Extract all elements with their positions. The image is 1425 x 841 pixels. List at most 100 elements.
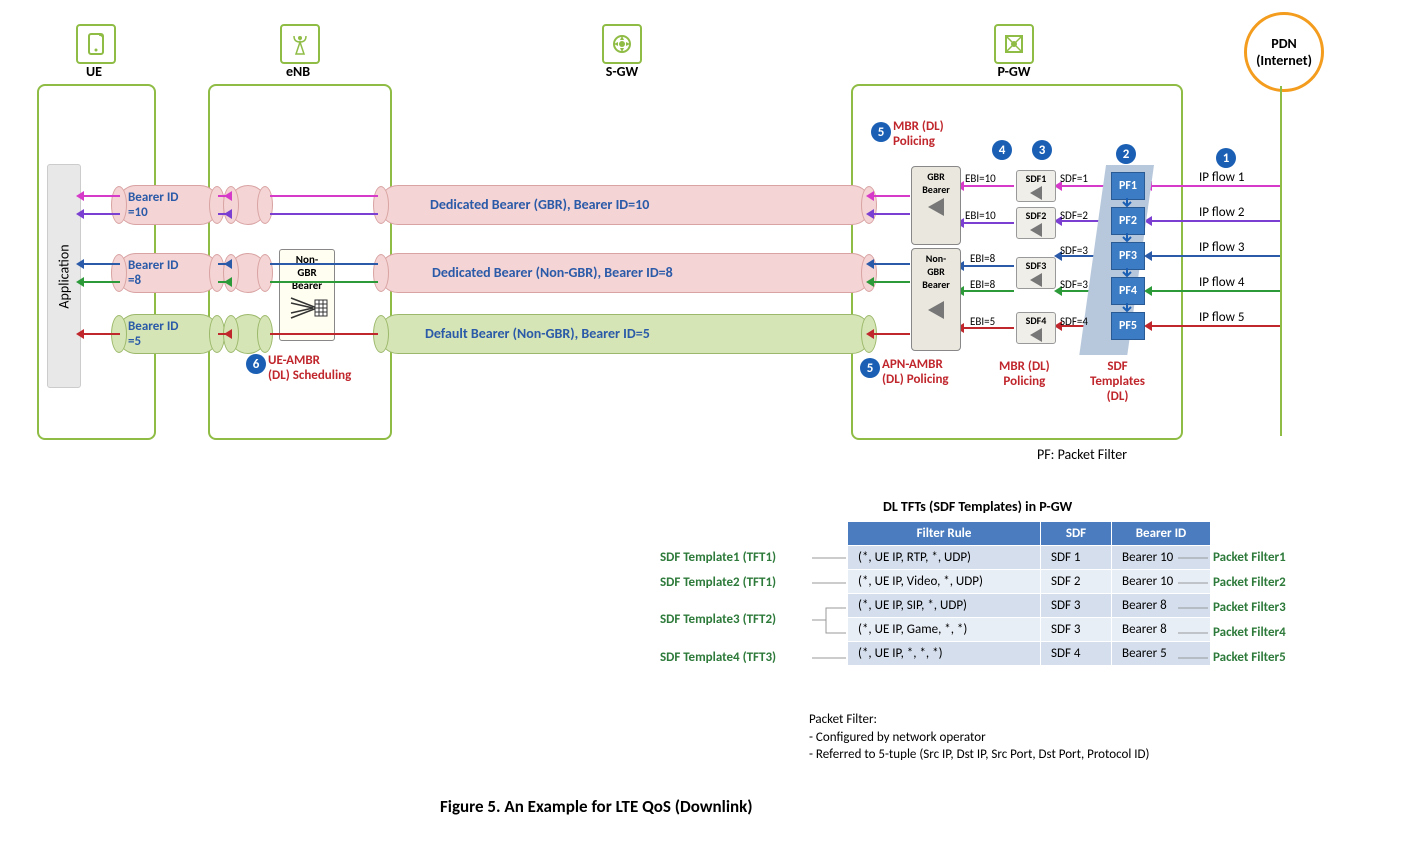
pf-arrows — [1119, 172, 1137, 342]
pdn-label-2: (Internet) — [1256, 52, 1312, 69]
step-1: 1 — [1216, 148, 1236, 168]
flow-arrow-right-5 — [1144, 321, 1152, 331]
flow-long-3-c-arrow — [224, 259, 232, 269]
mbr-dl-btm: MBR (DL) Policing — [999, 360, 1050, 390]
flow-long-4-c-arrow — [224, 277, 232, 287]
flow-long-1-a-arrow — [866, 191, 874, 201]
pipe-b5-label: Default Bearer (Non-GBR), Bearer ID=5 — [425, 325, 650, 342]
table-right-connectors — [1178, 548, 1210, 678]
pktfilter-2: Packet Filter2 — [1213, 575, 1286, 590]
step-3: 3 — [1032, 140, 1052, 160]
sdf1: SDF1 — [1016, 170, 1056, 202]
th-bearer: Bearer ID — [1112, 522, 1211, 546]
nongbr-bearer-label: Non- GBR Bearer — [912, 252, 960, 291]
flow-long-2-d-arrow — [76, 209, 84, 219]
sgw-label: S-GW — [594, 63, 650, 80]
table-header-row: Filter RuleSDFBearer ID — [848, 522, 1211, 546]
sdftmpl-2: SDF Template2 (TFT1) — [660, 575, 776, 590]
pf-legend: PF: Packet Filter — [1037, 446, 1127, 463]
pdn-label-1: PDN — [1271, 35, 1297, 52]
apn-ambr: APN-AMBR (DL) Policing — [882, 358, 949, 388]
flow-long-5-b — [270, 333, 378, 335]
pdn-circle: PDN (Internet) — [1244, 12, 1324, 92]
pipe-b8-label: Dedicated Bearer (Non-GBR), Bearer ID=8 — [432, 264, 673, 281]
flow-seg-bearer-2 — [962, 222, 1014, 224]
flow-long-5-a — [872, 333, 910, 335]
flow-long-5-c-arrow — [224, 329, 232, 339]
nongbr-bearer-box: Non- GBR Bearer — [911, 248, 961, 351]
step-5b: 5 — [860, 358, 880, 378]
ebi-5: EBI=5 — [970, 315, 995, 328]
sdf1-label: SDF1 — [1026, 172, 1047, 185]
flow-seg-bearer-1 — [962, 185, 1014, 187]
th-rule: Filter Rule — [848, 522, 1041, 546]
sdfeq-2: SDF=2 — [1060, 209, 1088, 222]
flow-long-4-a-arrow — [866, 277, 874, 287]
sgw-icon — [602, 24, 642, 64]
table-row: (*, UE IP, SIP, *, UDP)SDF 3Bearer 8 — [848, 594, 1211, 618]
sdfeq-4: SDF=3 — [1060, 278, 1088, 291]
ipflow-2: IP flow 2 — [1199, 205, 1244, 220]
ebi-2: EBI=10 — [965, 209, 996, 222]
flow-long-4-a — [872, 281, 910, 283]
flow-seg-right-5 — [1150, 325, 1280, 327]
flow-long-4-b — [270, 281, 378, 283]
pktfilter-5: Packet Filter5 — [1213, 650, 1286, 665]
figure-caption: Figure 5. An Example for LTE QoS (Downli… — [440, 796, 753, 817]
pktfilter-4: Packet Filter4 — [1213, 625, 1286, 640]
pdn-line — [1280, 86, 1282, 436]
step-5a: 5 — [871, 122, 891, 142]
flow-long-4-d-arrow — [76, 277, 84, 287]
flow-seg-right-4 — [1150, 290, 1280, 292]
flow-long-3-d — [82, 263, 120, 265]
sdf4: SDF4 — [1016, 312, 1056, 344]
enb-nongbr-label: Non- GBR Bearer — [282, 253, 332, 292]
notes-l2: - Referred to 5-tuple (Src IP, Dst IP, S… — [809, 746, 1150, 764]
mbr-dl-top: MBR (DL) Policing — [893, 120, 944, 150]
table-row: (*, UE IP, Video, *, UDP)SDF 2Bearer 10 — [848, 570, 1211, 594]
packet-filter-notes: Packet Filter: - Configured by network o… — [809, 711, 1150, 764]
flow-long-1-b — [270, 195, 378, 197]
table-row: (*, UE IP, RTP, *, UDP)SDF 1Bearer 10 — [848, 546, 1211, 570]
flow-seg-right-1 — [1150, 185, 1280, 187]
flow-seg-sdfpf-1 — [1060, 185, 1108, 187]
flow-long-2-a — [872, 213, 910, 215]
flow-long-1-a — [872, 195, 910, 197]
sdf4-label: SDF4 — [1026, 314, 1047, 327]
flow-long-5-d-arrow — [76, 329, 84, 339]
enb-icon — [280, 24, 320, 64]
table-row: (*, UE IP, *, *, *)SDF 4Bearer 5 — [848, 642, 1211, 666]
sdf3-label: SDF3 — [1026, 259, 1047, 272]
step-2: 2 — [1116, 144, 1136, 164]
gbr-bearer-label: GBR Bearer — [912, 170, 960, 196]
pgw-label: P-GW — [986, 63, 1042, 80]
cyl-enb-b10 — [229, 185, 267, 225]
sdftmpl-1: SDF Template1 (TFT1) — [660, 550, 776, 565]
sdf-templates-label: SDF Templates (DL) — [1090, 360, 1145, 405]
flow-long-1-c-arrow — [224, 191, 232, 201]
flow-long-3-a — [872, 263, 910, 265]
flow-long-1-d-arrow — [76, 191, 84, 201]
sdf3: SDF3 — [1016, 257, 1056, 289]
cyl-ue-b10-label: Bearer ID =10 — [128, 190, 179, 220]
sdf2-label: SDF2 — [1026, 209, 1047, 222]
th-sdf: SDF — [1041, 522, 1112, 546]
flow-long-5-a-arrow — [866, 329, 874, 339]
flow-seg-bearer-3 — [962, 265, 1014, 267]
flow-long-5-d — [82, 333, 120, 335]
flow-long-3-a-arrow — [866, 259, 874, 269]
ue-icon — [76, 24, 116, 64]
sdf2: SDF2 — [1016, 207, 1056, 239]
pipe-b10-label: Dedicated Bearer (GBR), Bearer ID=10 — [430, 196, 649, 213]
notes-title: Packet Filter: — [809, 711, 1150, 729]
enb-label: eNB — [274, 63, 322, 80]
ipflow-1: IP flow 1 — [1199, 170, 1244, 185]
ue-ambr-label: UE-AMBR (DL) Scheduling — [268, 354, 351, 384]
step-6: 6 — [246, 354, 266, 374]
flow-long-2-d — [82, 213, 120, 215]
ipflow-4: IP flow 4 — [1199, 275, 1244, 290]
flow-arrow-right-4 — [1144, 286, 1152, 296]
flow-seg-right-2 — [1150, 220, 1280, 222]
table-left-connectors — [812, 548, 850, 678]
tft-table: Filter RuleSDFBearer ID (*, UE IP, RTP, … — [847, 521, 1211, 666]
